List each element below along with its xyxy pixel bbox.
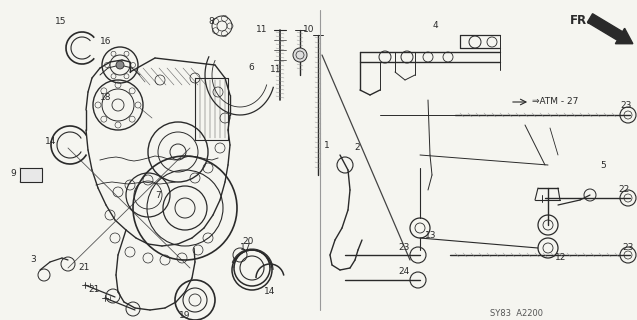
Text: 4: 4 [432, 20, 438, 29]
Text: 23: 23 [620, 100, 631, 109]
Text: 13: 13 [425, 230, 436, 239]
Text: 17: 17 [240, 244, 252, 252]
Text: 19: 19 [179, 310, 190, 319]
Text: 20: 20 [242, 237, 254, 246]
Text: 1: 1 [324, 140, 330, 149]
Text: 3: 3 [30, 255, 36, 265]
Text: ⇒ATM - 27: ⇒ATM - 27 [532, 98, 578, 107]
Text: 22: 22 [618, 186, 629, 195]
Text: 5: 5 [600, 161, 606, 170]
Text: 23: 23 [622, 244, 633, 252]
Text: 15: 15 [55, 18, 66, 27]
Text: 18: 18 [100, 93, 111, 102]
Text: 11: 11 [256, 26, 268, 35]
Text: 8: 8 [208, 18, 214, 27]
Text: 14: 14 [264, 287, 275, 297]
Text: 7: 7 [155, 190, 161, 199]
Text: 2: 2 [354, 143, 360, 153]
Text: 6: 6 [248, 63, 254, 73]
Text: 11: 11 [270, 66, 282, 75]
Text: 16: 16 [100, 37, 111, 46]
Circle shape [293, 48, 307, 62]
Text: FR.: FR. [570, 13, 592, 27]
Text: 10: 10 [303, 26, 315, 35]
Text: 24: 24 [398, 268, 409, 276]
Text: 12: 12 [555, 253, 566, 262]
Text: 21: 21 [88, 285, 99, 294]
Text: 21: 21 [78, 263, 89, 273]
FancyArrow shape [587, 14, 633, 44]
Text: 9: 9 [10, 170, 16, 179]
Polygon shape [20, 168, 42, 182]
Text: 14: 14 [45, 138, 57, 147]
Text: SY83  A2200: SY83 A2200 [490, 308, 543, 317]
Circle shape [116, 61, 124, 69]
Text: 23: 23 [398, 244, 410, 252]
